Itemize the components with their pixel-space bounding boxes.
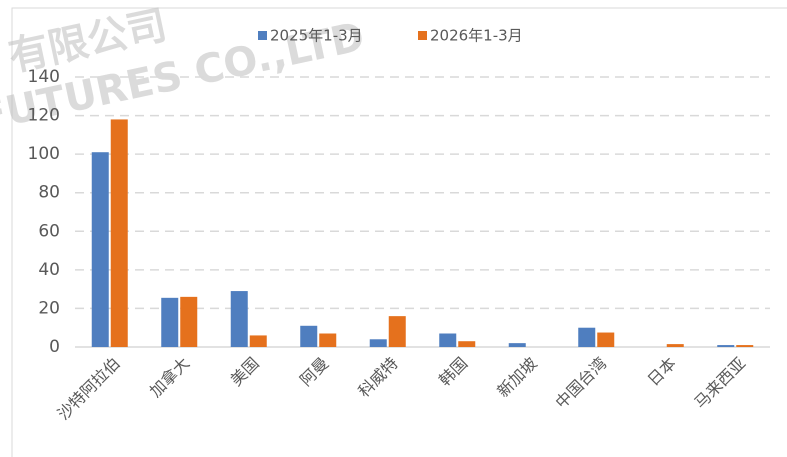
legend-label: 2025年1-3月 [270, 27, 363, 45]
y-tick-label: 60 [38, 221, 60, 241]
bar [717, 345, 735, 347]
bar [300, 325, 318, 347]
y-tick-label: 40 [38, 260, 60, 280]
y-tick-label: 80 [38, 183, 60, 203]
bar [91, 152, 109, 347]
x-tick-label: 韩国 [435, 354, 471, 390]
x-tick-label: 美国 [227, 354, 263, 390]
bar [666, 344, 684, 347]
bar [369, 339, 387, 347]
x-tick-label: 加拿大 [146, 354, 193, 401]
x-tick-label: 沙特阿拉伯 [54, 354, 124, 424]
bar [458, 341, 476, 347]
x-tick-label: 中国台湾 [552, 354, 611, 413]
y-tick-label: 0 [49, 337, 60, 357]
bar [161, 297, 179, 347]
legend-label: 2026年1-3月 [430, 27, 523, 45]
bar [508, 343, 526, 347]
bar [319, 333, 337, 347]
y-tick-label: 100 [28, 144, 60, 164]
bar [736, 345, 754, 347]
bar [180, 296, 198, 347]
bar [597, 332, 615, 347]
bar [388, 316, 406, 347]
bar [230, 291, 248, 347]
x-tick-label: 日本 [644, 354, 680, 390]
bar [110, 119, 128, 347]
x-tick-label: 科威特 [354, 354, 401, 401]
y-tick-label: 120 [28, 106, 60, 126]
x-tick-label: 阿曼 [296, 354, 332, 390]
y-tick-label: 140 [28, 67, 60, 87]
chart-frame [11, 7, 787, 457]
bar [578, 327, 596, 347]
legend-swatch [418, 31, 427, 40]
x-tick-label: 新加坡 [493, 354, 540, 401]
bar [249, 335, 267, 347]
x-tick-label: 马来西亚 [691, 354, 750, 413]
bar [439, 333, 457, 347]
y-tick-label: 20 [38, 298, 60, 318]
legend-swatch [258, 31, 267, 40]
